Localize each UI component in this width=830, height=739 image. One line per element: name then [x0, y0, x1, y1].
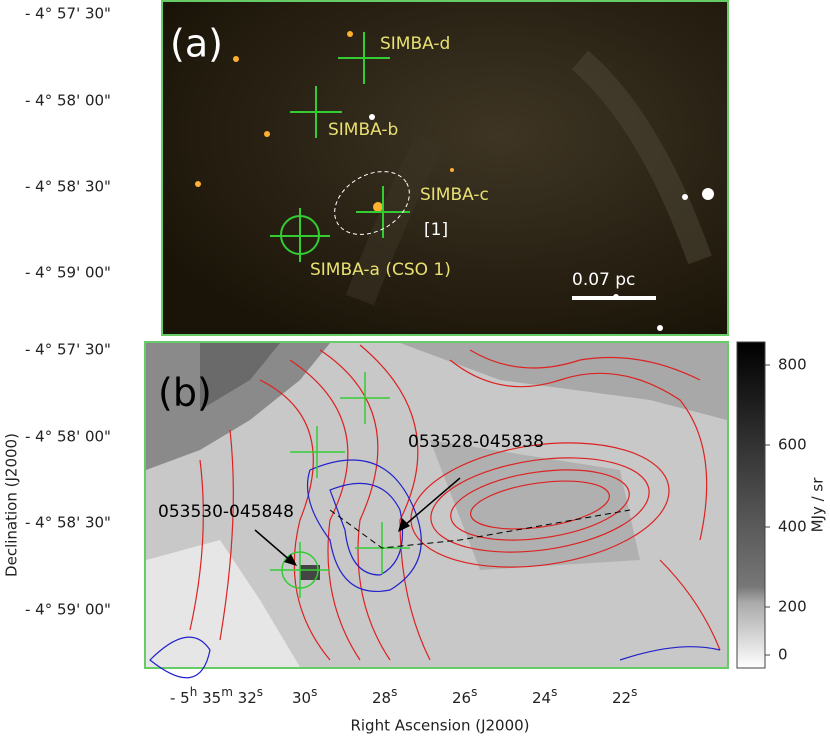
panel-a: (a) SIMBA-d SIMBA-b SIMBA-c [1] SIMBA-a … — [25, 0, 729, 336]
ra-tick-part: 35 — [197, 689, 221, 707]
dec-tick-label: - 4° 57' 30" — [25, 341, 111, 359]
source-label: SIMBA-d — [380, 34, 450, 54]
dec-tick-label: - 4° 58' 00" — [25, 92, 111, 110]
colorbar-label: MJy / sr — [809, 477, 827, 533]
panel-label: (b) — [158, 371, 212, 415]
dec-tick-label: - 4° 59' 00" — [25, 264, 111, 282]
source-label: SIMBA-a (CSO 1) — [310, 260, 451, 280]
dec-tick-label: - 4° 58' 30" — [25, 514, 111, 532]
source-label: SIMBA-b — [328, 120, 398, 140]
ra-tick-label: 30s — [292, 685, 317, 707]
ra-tick-part: s — [257, 685, 263, 699]
colorbar-tick-label: 600 — [778, 436, 807, 454]
ra-tick-part: s — [551, 685, 557, 699]
ra-tick-label: - 5h 35m 32s — [170, 685, 263, 707]
ra-tick-part: s — [471, 685, 477, 699]
x-axis-label: Right Ascension (J2000) — [350, 717, 529, 735]
colorbar — [736, 341, 766, 669]
panel-b: (b) 053528-045838 053530-045848 - 4° 57'… — [3, 341, 827, 735]
colorbar-tick-label: 800 — [778, 356, 807, 374]
source-label: [1] — [424, 220, 448, 240]
ra-tick-part: 32 — [233, 689, 257, 707]
ra-tick-part: 30 — [292, 689, 311, 707]
ra-tick-part: s — [311, 685, 317, 699]
dec-tick-label: - 4° 58' 30" — [25, 178, 111, 196]
dec-tick-label: - 4° 59' 00" — [25, 601, 111, 619]
scale-bar-label: 0.07 pc — [572, 270, 635, 290]
ra-tick-part: 26 — [452, 689, 471, 707]
colorbar-tick-label: 200 — [778, 598, 807, 616]
ra-tick-part: 22 — [612, 689, 631, 707]
ra-tick-part: s — [631, 685, 637, 699]
ra-tick-part: m — [221, 685, 233, 699]
ra-tick-part: s — [391, 685, 397, 699]
ra-tick-part: 28 — [372, 689, 391, 707]
ra-tick-part: - 5 — [170, 689, 190, 707]
y-axis-label: Declination (J2000) — [3, 433, 21, 577]
ra-tick-label: 26s — [452, 685, 477, 707]
dec-tick-label: - 4° 58' 00" — [25, 428, 111, 446]
ra-tick-part: 24 — [532, 689, 551, 707]
colorbar-tick-label: 0 — [778, 646, 788, 664]
panel-label: (a) — [170, 22, 223, 66]
annotation: 053528-045838 — [408, 432, 544, 452]
source-label: SIMBA-c — [420, 185, 489, 205]
ra-tick-label: 24s — [532, 685, 557, 707]
colorbar-tick-label: 400 — [778, 518, 807, 536]
ra-tick-label: 28s — [372, 685, 397, 707]
ra-tick-part: h — [190, 685, 198, 699]
ra-tick-label: 22s — [612, 685, 637, 707]
annotation: 053530-045848 — [158, 502, 294, 522]
dec-tick-label: - 4° 57' 30" — [25, 5, 111, 23]
